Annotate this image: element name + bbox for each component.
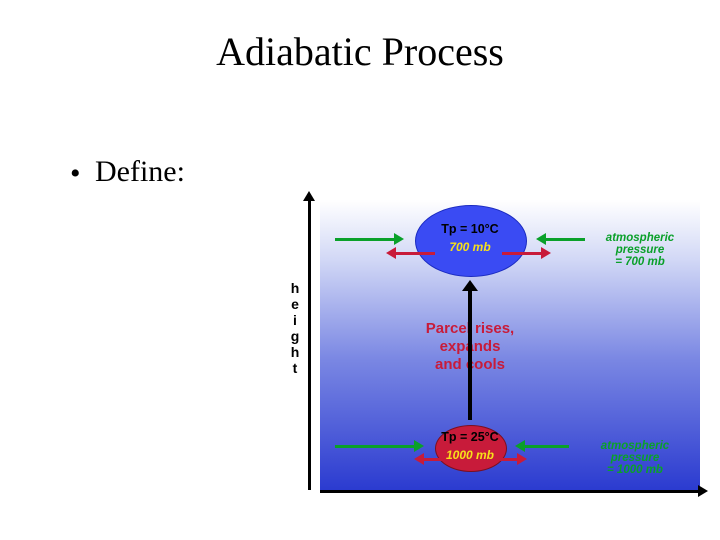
atm-top-label: atmospheric pressure = 700 mb <box>580 232 700 268</box>
bottom-axis <box>320 490 700 493</box>
height-axis <box>308 200 311 490</box>
atm-bot-label: atmospheric pressure = 1000 mb <box>575 440 695 476</box>
bullet-define: Define: <box>95 155 185 189</box>
bottom-parcel-pressure: 1000 mb <box>435 448 505 462</box>
red-arrow-bot-right <box>498 458 518 461</box>
green-arrow-bot-right <box>524 445 569 448</box>
top-parcel-temp: Tp = 10°C <box>425 222 515 236</box>
bottom-parcel-temp: Tp = 25°C <box>435 430 505 444</box>
atm-bot-l1: atmospheric pressure <box>601 440 669 464</box>
red-arrow-top-left <box>395 252 435 255</box>
slide: Adiabatic Process Define: h e i g h t Tp… <box>0 0 720 540</box>
bullet-list: Define: <box>55 155 185 189</box>
green-arrow-bot-left <box>335 445 415 448</box>
red-arrow-bot-left <box>423 458 443 461</box>
rise-arrow <box>468 290 472 420</box>
height-axis-label: h e i g h t <box>286 280 304 376</box>
adiabatic-diagram: h e i g h t Tp = 10°C 700 mb Tp = 25°C 1… <box>280 190 700 510</box>
atm-top-l1: atmospheric pressure <box>606 232 674 256</box>
green-arrow-top-left <box>335 238 395 241</box>
atm-top-l2: = 700 mb <box>615 256 665 268</box>
atm-bot-l2: = 1000 mb <box>607 464 663 476</box>
red-arrow-top-right <box>502 252 542 255</box>
page-title: Adiabatic Process <box>0 28 720 75</box>
green-arrow-top-right <box>545 238 585 241</box>
